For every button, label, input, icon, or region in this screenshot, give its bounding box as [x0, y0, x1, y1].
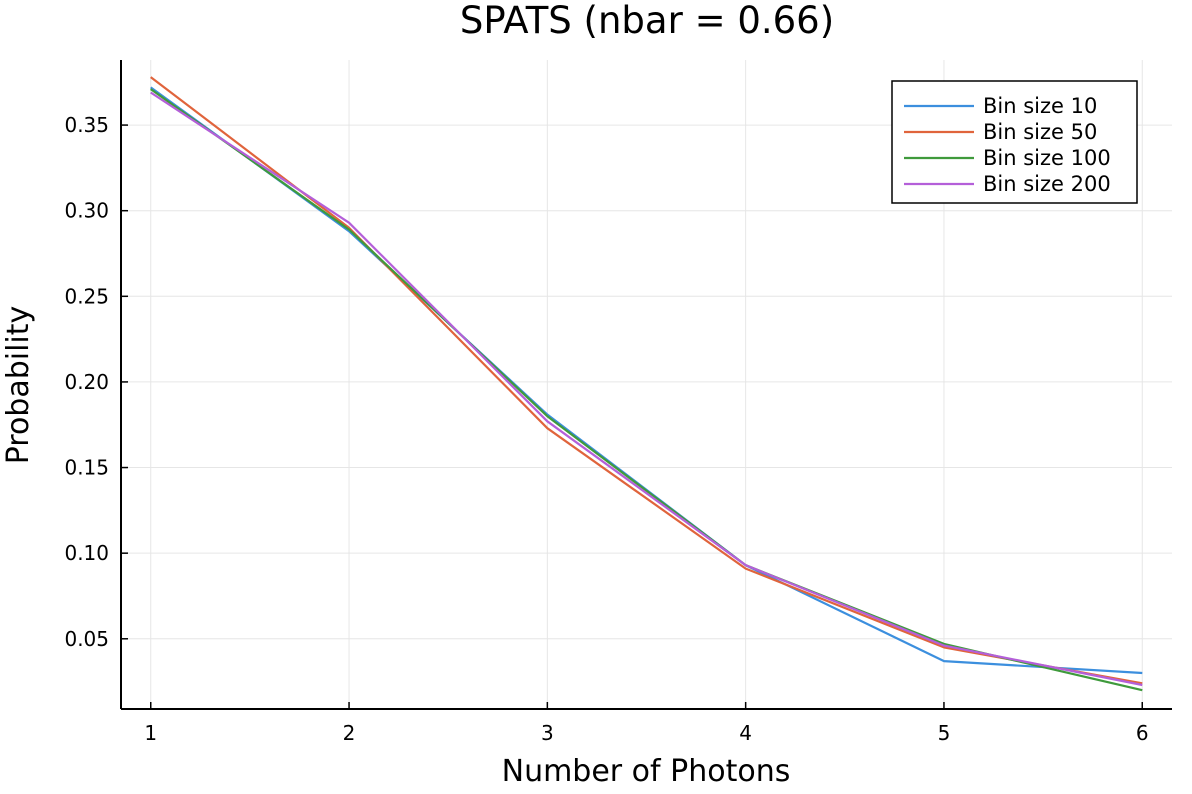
x-axis-label: Number of Photons — [502, 754, 791, 789]
legend-label: Bin size 50 — [983, 120, 1097, 144]
y-tick-label: 0.30 — [64, 199, 109, 223]
y-tick-label: 0.05 — [64, 627, 109, 651]
x-tick-label: 3 — [541, 721, 554, 745]
x-tick-label: 6 — [1136, 721, 1149, 745]
x-axis-ticks: 1 2 3 4 5 6 — [144, 702, 1149, 745]
legend-label: Bin size 100 — [983, 146, 1111, 170]
legend-label: Bin size 200 — [983, 172, 1111, 196]
x-tick-label: 2 — [343, 721, 356, 745]
series-lines — [150, 76, 1143, 692]
y-tick-label: 0.15 — [64, 456, 109, 480]
y-axis-label: Probability — [1, 306, 36, 465]
x-tick-label: 4 — [739, 721, 752, 745]
series-line-bin-size-50 — [150, 76, 1143, 685]
legend-label: Bin size 10 — [983, 94, 1097, 118]
y-axis-ticks: 0.05 0.10 0.15 0.20 0.25 0.30 0.35 — [64, 113, 128, 651]
y-tick-label: 0.10 — [64, 541, 109, 565]
y-tick-label: 0.35 — [64, 113, 109, 137]
x-tick-label: 5 — [938, 721, 951, 745]
y-tick-label: 0.25 — [64, 284, 109, 308]
series-line-bin-size-200 — [150, 91, 1143, 687]
y-tick-label: 0.20 — [64, 370, 109, 394]
axes — [120, 60, 1172, 710]
x-tick-label: 1 — [144, 721, 157, 745]
chart-title: SPATS (nbar = 0.66) — [460, 0, 834, 42]
legend-box — [891, 80, 1138, 204]
